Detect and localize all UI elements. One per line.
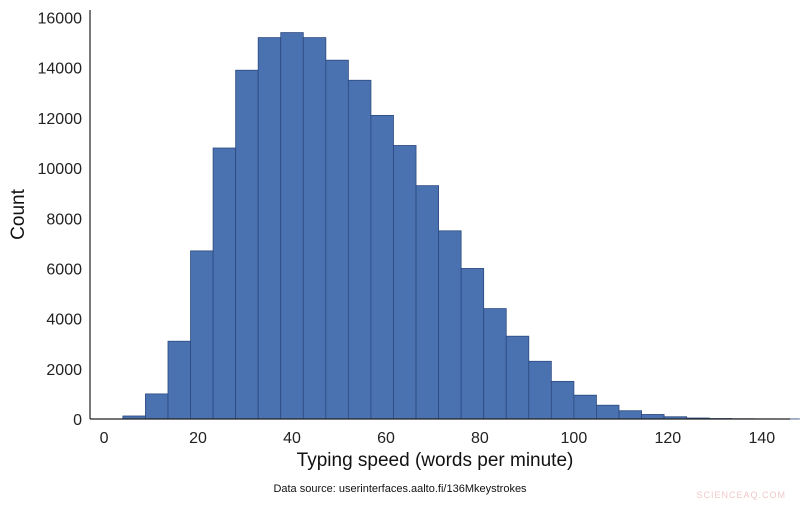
histogram-bar (325, 59, 349, 420)
x-tick-labels: 0 20 40 60 80 100 120 140 (100, 430, 776, 447)
histogram-bar (483, 308, 507, 420)
y-tick-label: 6000 (46, 261, 82, 278)
histogram-bar (596, 404, 620, 420)
histogram-bar (167, 340, 191, 420)
histogram-bar (528, 360, 552, 420)
y-tick-label: 12000 (38, 111, 83, 128)
x-tick-label: 60 (377, 430, 395, 447)
histogram-bar (257, 37, 282, 420)
y-tick-label: 2000 (46, 362, 82, 379)
x-tick-label: 140 (748, 430, 775, 447)
histogram-bar (641, 414, 665, 420)
histogram-bar (415, 185, 439, 420)
x-axis-label: Typing speed (words per minute) (297, 450, 574, 471)
histogram-bar (190, 250, 214, 420)
y-tick-label: 16000 (38, 11, 83, 28)
x-tick-label: 100 (561, 430, 588, 447)
y-tick-label: 4000 (46, 312, 82, 329)
x-tick-label: 80 (471, 430, 489, 447)
histogram-bar (145, 393, 169, 420)
histogram-bar (505, 335, 530, 420)
data-source-note: Data source: userinterfaces.aalto.fi/136… (273, 483, 527, 495)
y-tick-label: 0 (73, 412, 82, 429)
y-tick-labels: 0 2000 4000 6000 8000 10000 12000 14000 16000 (38, 11, 83, 429)
bars-group (122, 32, 800, 420)
watermark: SCIENCEAQ.COM (696, 490, 786, 500)
histogram-bar (618, 410, 642, 420)
histogram-bar (235, 69, 259, 420)
x-tick-label: 40 (283, 430, 301, 447)
histogram-bar (280, 32, 304, 420)
x-tick-label: 20 (189, 430, 207, 447)
histogram-bar (438, 230, 462, 420)
histogram-bar (212, 147, 237, 420)
y-axis-label: Count (8, 188, 29, 239)
histogram-bar (550, 380, 575, 420)
histogram-bar (393, 145, 417, 420)
histogram-bar (347, 79, 372, 420)
histogram-bar (370, 114, 394, 420)
histogram-bar (573, 394, 597, 420)
y-tick-label: 14000 (38, 61, 83, 78)
x-tick-label: 120 (655, 430, 682, 447)
x-tick-label: 0 (100, 430, 109, 447)
y-tick-label: 10000 (38, 161, 83, 178)
y-tick-label: 8000 (46, 211, 82, 228)
histogram-bar (460, 268, 485, 420)
histogram-bar (302, 37, 327, 420)
